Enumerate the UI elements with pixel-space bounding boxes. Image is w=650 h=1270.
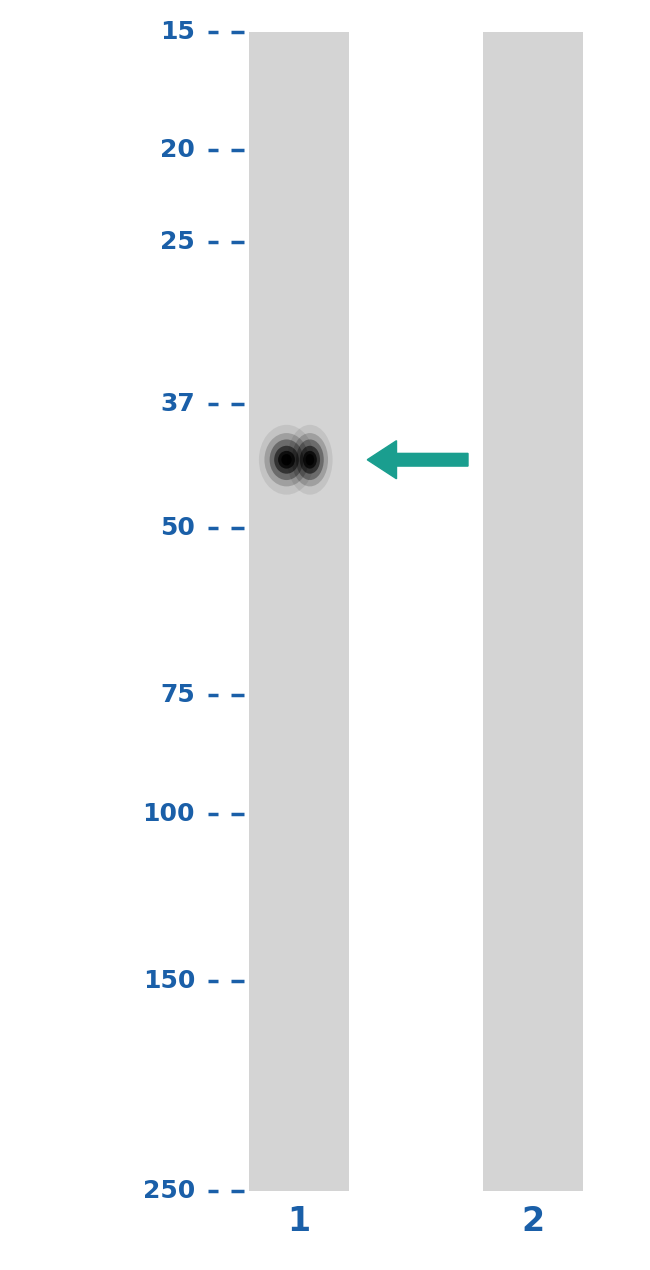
Bar — [248, 32, 350, 1191]
Ellipse shape — [296, 439, 324, 480]
Ellipse shape — [265, 433, 309, 486]
Text: 50: 50 — [160, 516, 195, 540]
FancyArrow shape — [367, 441, 468, 479]
Ellipse shape — [300, 446, 320, 474]
Ellipse shape — [292, 433, 328, 486]
Text: 2: 2 — [521, 1205, 545, 1238]
Text: 20: 20 — [160, 138, 195, 163]
Text: 250: 250 — [143, 1180, 195, 1203]
Text: 100: 100 — [142, 801, 195, 826]
Ellipse shape — [303, 451, 317, 469]
Text: 37: 37 — [161, 392, 195, 415]
Ellipse shape — [274, 446, 299, 474]
Text: 25: 25 — [161, 230, 195, 254]
Text: 15: 15 — [160, 20, 195, 43]
Ellipse shape — [278, 451, 295, 469]
Ellipse shape — [306, 455, 314, 466]
Ellipse shape — [287, 424, 333, 494]
Bar — [482, 32, 584, 1191]
Ellipse shape — [259, 424, 314, 494]
Text: 75: 75 — [161, 683, 195, 707]
Ellipse shape — [270, 439, 304, 480]
Text: 1: 1 — [287, 1205, 311, 1238]
Text: 150: 150 — [142, 969, 195, 993]
Ellipse shape — [281, 455, 292, 466]
